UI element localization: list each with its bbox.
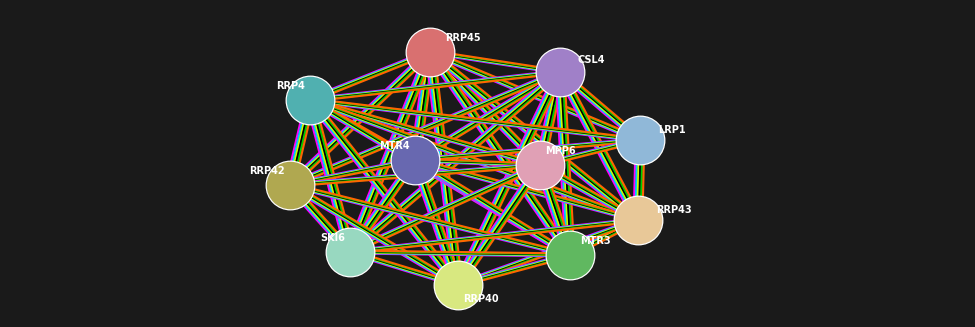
- Point: [632, 137, 647, 143]
- Text: MPP6: MPP6: [545, 146, 575, 156]
- Point: [563, 252, 578, 258]
- Text: RRP40: RRP40: [463, 294, 498, 304]
- Point: [563, 252, 578, 258]
- Point: [630, 217, 645, 223]
- Point: [282, 182, 297, 188]
- Point: [302, 97, 318, 103]
- Point: [532, 163, 548, 168]
- Point: [302, 97, 318, 103]
- Point: [342, 250, 358, 255]
- Point: [450, 283, 466, 288]
- Point: [552, 69, 567, 75]
- Text: RRP42: RRP42: [250, 166, 285, 176]
- Point: [630, 217, 645, 223]
- Point: [342, 250, 358, 255]
- Text: RRP4: RRP4: [276, 81, 305, 91]
- Point: [532, 163, 548, 168]
- Point: [282, 182, 297, 188]
- Point: [450, 283, 466, 288]
- Text: SKI6: SKI6: [320, 233, 345, 243]
- Point: [408, 157, 423, 163]
- Text: RRP43: RRP43: [656, 205, 691, 215]
- Point: [552, 69, 567, 75]
- Point: [408, 157, 423, 163]
- Text: MTR4: MTR4: [379, 141, 410, 151]
- Point: [422, 49, 438, 55]
- Point: [422, 49, 438, 55]
- Text: MTR3: MTR3: [580, 236, 610, 246]
- Text: CSL4: CSL4: [578, 55, 605, 65]
- Text: LRP1: LRP1: [658, 125, 685, 135]
- Text: RRP45: RRP45: [445, 33, 481, 43]
- Point: [632, 137, 647, 143]
